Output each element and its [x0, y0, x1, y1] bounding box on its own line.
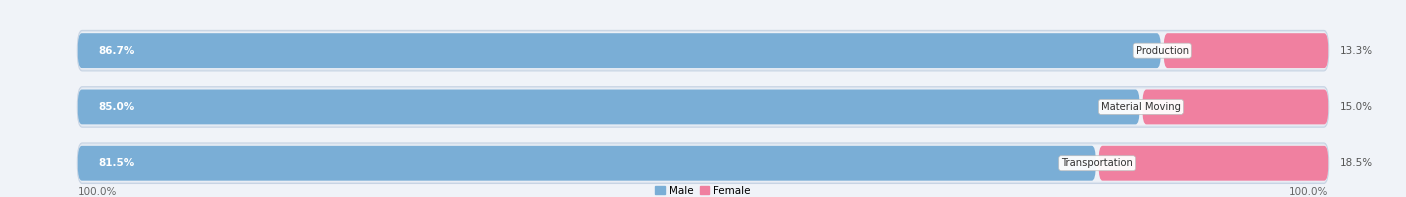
- FancyBboxPatch shape: [77, 87, 1329, 127]
- Text: Material Moving: Material Moving: [1101, 102, 1181, 112]
- FancyBboxPatch shape: [77, 143, 1329, 183]
- FancyBboxPatch shape: [77, 32, 1329, 69]
- Text: 86.7%: 86.7%: [98, 46, 135, 56]
- Text: Transportation: Transportation: [1062, 158, 1133, 168]
- FancyBboxPatch shape: [77, 33, 1161, 68]
- FancyBboxPatch shape: [77, 146, 1095, 181]
- FancyBboxPatch shape: [77, 89, 1140, 124]
- Text: 15.0%: 15.0%: [1340, 102, 1372, 112]
- FancyBboxPatch shape: [1098, 146, 1329, 181]
- Text: 13.3%: 13.3%: [1340, 46, 1374, 56]
- Legend: Male, Female: Male, Female: [651, 181, 755, 197]
- FancyBboxPatch shape: [77, 145, 1329, 182]
- FancyBboxPatch shape: [77, 30, 1329, 71]
- Text: 85.0%: 85.0%: [98, 102, 135, 112]
- Text: 18.5%: 18.5%: [1340, 158, 1374, 168]
- Text: 81.5%: 81.5%: [98, 158, 135, 168]
- Text: Production: Production: [1136, 46, 1189, 56]
- Text: 100.0%: 100.0%: [1289, 188, 1329, 197]
- FancyBboxPatch shape: [1164, 33, 1329, 68]
- Text: 100.0%: 100.0%: [77, 188, 117, 197]
- FancyBboxPatch shape: [1142, 89, 1329, 124]
- FancyBboxPatch shape: [77, 88, 1329, 125]
